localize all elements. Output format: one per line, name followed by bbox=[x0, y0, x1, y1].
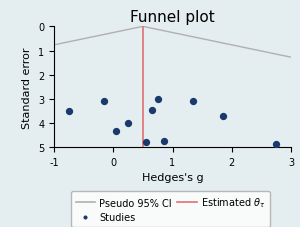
Point bbox=[102, 100, 107, 104]
Point bbox=[143, 141, 148, 145]
Y-axis label: Standard error: Standard error bbox=[22, 47, 32, 128]
X-axis label: Hedges's g: Hedges's g bbox=[142, 173, 203, 183]
Point bbox=[191, 100, 196, 104]
Point bbox=[126, 122, 130, 125]
Point bbox=[220, 114, 225, 118]
Point bbox=[161, 140, 166, 143]
Point bbox=[155, 98, 160, 101]
Point bbox=[274, 142, 279, 146]
Point bbox=[114, 130, 118, 134]
Point bbox=[66, 110, 71, 113]
Point bbox=[149, 109, 154, 112]
Legend: Pseudo 95% CI, Studies, Estimated $\theta_{\tau}$: Pseudo 95% CI, Studies, Estimated $\thet… bbox=[71, 191, 270, 227]
Title: Funnel plot: Funnel plot bbox=[130, 10, 215, 25]
